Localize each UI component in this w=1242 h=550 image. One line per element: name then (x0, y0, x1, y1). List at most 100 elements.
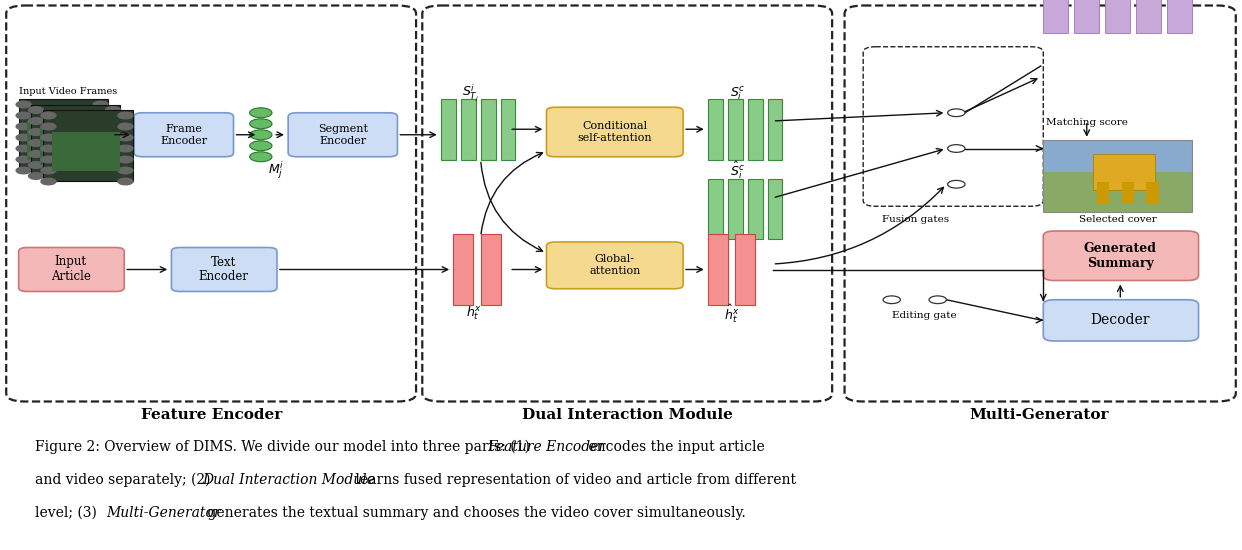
Circle shape (118, 145, 133, 152)
Text: $M_j^i$: $M_j^i$ (268, 160, 283, 182)
Text: Feature Encoder: Feature Encoder (487, 440, 605, 454)
Text: Figure 2: Overview of DIMS. We divide our model into three parts: (1): Figure 2: Overview of DIMS. We divide ou… (35, 440, 534, 454)
Circle shape (16, 134, 31, 141)
Circle shape (118, 134, 133, 141)
Text: $S_i^c$: $S_i^c$ (730, 85, 745, 102)
Text: $\hat{h}_t^x$: $\hat{h}_t^x$ (724, 302, 739, 325)
Circle shape (948, 109, 965, 117)
FancyBboxPatch shape (768, 99, 782, 160)
Bar (52, 132, 120, 170)
Circle shape (29, 162, 43, 168)
Bar (1043, 0, 1068, 33)
Circle shape (41, 167, 56, 174)
Text: Conditional
self-attention: Conditional self-attention (578, 121, 652, 143)
Circle shape (118, 156, 133, 163)
Text: Multi-Generator: Multi-Generator (106, 506, 220, 520)
FancyBboxPatch shape (288, 113, 397, 157)
FancyBboxPatch shape (43, 110, 133, 182)
FancyBboxPatch shape (546, 242, 683, 289)
FancyBboxPatch shape (481, 234, 501, 305)
Circle shape (41, 112, 56, 119)
Text: learns fused representation of video and article from different: learns fused representation of video and… (351, 473, 796, 487)
Circle shape (29, 107, 43, 113)
Bar (1043, 173, 1192, 212)
FancyBboxPatch shape (768, 179, 782, 239)
Circle shape (16, 167, 31, 174)
Text: Dual Interaction Module: Dual Interaction Module (522, 408, 733, 422)
Bar (27, 121, 96, 160)
Circle shape (106, 151, 120, 157)
Text: Input
Article: Input Article (51, 256, 91, 283)
Circle shape (106, 140, 120, 146)
Circle shape (118, 178, 133, 185)
Circle shape (118, 167, 133, 174)
Bar (1043, 140, 1192, 173)
Circle shape (93, 123, 108, 130)
FancyBboxPatch shape (708, 99, 723, 160)
FancyBboxPatch shape (735, 234, 755, 305)
Circle shape (250, 119, 272, 129)
Circle shape (29, 129, 43, 135)
Circle shape (16, 145, 31, 152)
Text: level; (3): level; (3) (35, 506, 101, 520)
FancyBboxPatch shape (728, 99, 743, 160)
Text: $S_{T_j}^i$: $S_{T_j}^i$ (462, 83, 479, 104)
Circle shape (93, 112, 108, 119)
Circle shape (29, 118, 43, 124)
Circle shape (41, 145, 56, 152)
Bar (1122, 182, 1134, 204)
Circle shape (41, 134, 56, 141)
FancyBboxPatch shape (19, 99, 108, 170)
Circle shape (29, 173, 43, 179)
Circle shape (106, 173, 120, 179)
Circle shape (29, 140, 43, 146)
FancyBboxPatch shape (441, 99, 456, 160)
Circle shape (93, 134, 108, 141)
FancyBboxPatch shape (19, 248, 124, 292)
Circle shape (16, 101, 31, 108)
Bar (1097, 182, 1109, 204)
FancyBboxPatch shape (134, 113, 233, 157)
Text: Generated
Summary: Generated Summary (1084, 242, 1156, 270)
Text: Global-
attention: Global- attention (589, 254, 641, 276)
Circle shape (93, 167, 108, 174)
Circle shape (118, 123, 133, 130)
Bar (1146, 182, 1159, 204)
Text: Matching score: Matching score (1046, 118, 1128, 127)
Circle shape (250, 141, 272, 151)
Text: Dual Interaction Module: Dual Interaction Module (202, 473, 375, 487)
Circle shape (948, 180, 965, 188)
Circle shape (93, 156, 108, 163)
Text: encodes the input article: encodes the input article (584, 440, 765, 454)
FancyBboxPatch shape (31, 104, 120, 176)
FancyBboxPatch shape (748, 99, 763, 160)
Circle shape (29, 151, 43, 157)
Text: Text
Encoder: Text Encoder (199, 256, 248, 283)
Text: $h_t^x$: $h_t^x$ (466, 305, 483, 322)
Circle shape (106, 129, 120, 135)
Text: $\hat{S}_i^c$: $\hat{S}_i^c$ (730, 160, 745, 182)
Text: generates the textual summary and chooses the video cover simultaneously.: generates the textual summary and choose… (202, 506, 745, 520)
Text: Editing gate: Editing gate (892, 311, 956, 320)
Circle shape (41, 123, 56, 130)
Text: Multi-Generator: Multi-Generator (970, 408, 1109, 422)
FancyBboxPatch shape (171, 248, 277, 292)
Circle shape (883, 296, 900, 304)
Bar (1167, 0, 1192, 33)
Circle shape (250, 152, 272, 162)
Text: Frame
Encoder: Frame Encoder (160, 124, 207, 146)
Circle shape (106, 162, 120, 168)
Circle shape (16, 156, 31, 163)
Circle shape (41, 178, 56, 185)
Circle shape (250, 130, 272, 140)
FancyBboxPatch shape (1043, 231, 1199, 280)
FancyBboxPatch shape (1043, 300, 1199, 341)
Circle shape (106, 118, 120, 124)
Bar (1093, 154, 1155, 190)
Circle shape (93, 101, 108, 108)
FancyBboxPatch shape (461, 99, 476, 160)
Text: Decoder: Decoder (1090, 313, 1150, 327)
Circle shape (16, 123, 31, 130)
FancyBboxPatch shape (501, 99, 515, 160)
Circle shape (948, 145, 965, 152)
